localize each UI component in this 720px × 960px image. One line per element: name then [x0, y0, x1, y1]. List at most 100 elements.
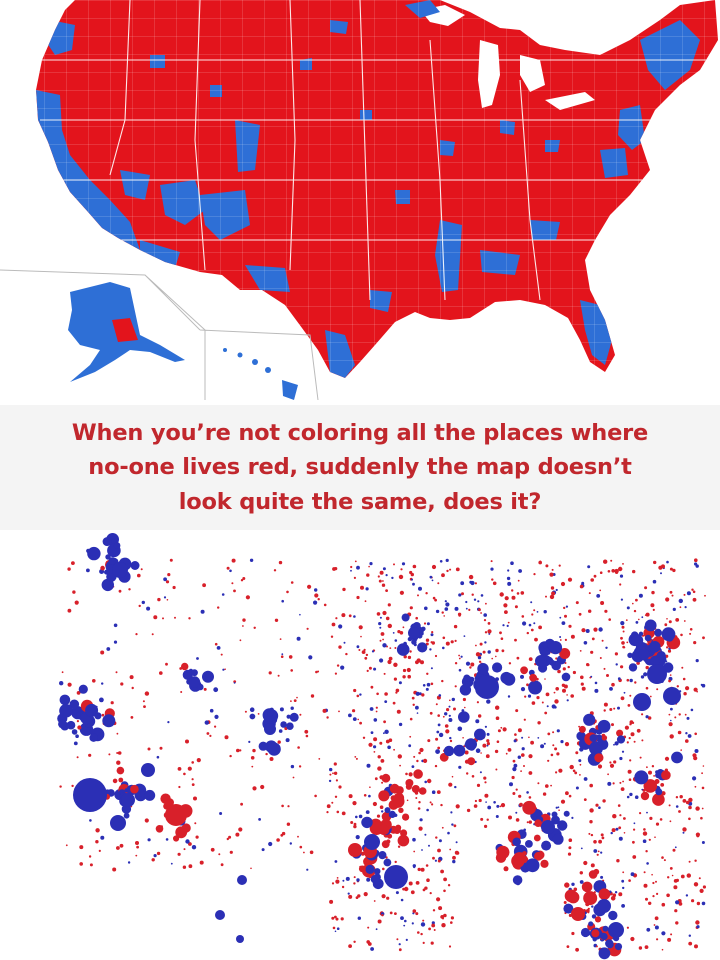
county-bubble [572, 769, 576, 773]
county-bubble [668, 722, 673, 727]
county-bubble [641, 739, 644, 742]
county-bubble [598, 806, 601, 809]
county-bubble [669, 567, 673, 571]
county-bubble [333, 771, 338, 775]
county-bubble [621, 625, 625, 629]
county-bubble [583, 798, 587, 801]
county-bubble [129, 675, 134, 680]
county-bubble [579, 763, 582, 766]
county-bubble [562, 688, 566, 693]
county-bubble [331, 882, 335, 885]
county-bubble [677, 730, 682, 735]
county-bubble [635, 598, 638, 602]
county-bubble [495, 655, 497, 658]
county-bubble [581, 628, 586, 633]
county-bubble [249, 713, 256, 720]
county-bubble [556, 729, 560, 733]
county-bubble [599, 589, 602, 592]
county-bubble [167, 721, 170, 724]
county-bubble [362, 736, 366, 739]
county-bubble [389, 647, 392, 649]
county-bubble [364, 600, 367, 603]
county-bubble [552, 731, 555, 734]
county-bubble [118, 589, 122, 593]
county-bubble [504, 610, 508, 614]
county-bubble [540, 859, 549, 868]
county-bubble [628, 879, 631, 882]
county-bubble [447, 884, 451, 887]
county-bubble [694, 785, 697, 788]
county-bubble [86, 568, 90, 573]
county-bubble [471, 593, 474, 596]
county-bubble [286, 822, 291, 826]
county-bubble [636, 728, 641, 733]
county-bubble [520, 687, 526, 692]
county-bubble [423, 622, 427, 625]
county-bubble [355, 835, 360, 840]
county-bubble [422, 684, 426, 687]
county-bubble [661, 791, 666, 796]
county-bubble [491, 578, 494, 581]
county-bubble [515, 818, 520, 822]
county-bubble [506, 576, 511, 581]
county-bubble [378, 851, 387, 860]
county-bubble [402, 668, 407, 673]
county-bubble [289, 842, 292, 845]
county-bubble [252, 748, 256, 753]
county-bubble [591, 914, 597, 919]
county-bubble [645, 850, 648, 853]
county-bubble [290, 706, 294, 710]
county-bubble [508, 662, 512, 665]
county-bubble [580, 682, 584, 686]
county-bubble [233, 589, 236, 593]
county-bubble [495, 648, 499, 653]
county-bubble [505, 752, 508, 755]
county-bubble [304, 729, 309, 734]
county-bubble [389, 911, 393, 915]
county-bubble [336, 664, 340, 667]
county-bubble [688, 805, 692, 810]
county-bubble [480, 752, 482, 754]
county-bubble [65, 844, 68, 847]
county-bubble [249, 707, 255, 712]
county-bubble [682, 799, 687, 803]
county-bubble [281, 653, 284, 656]
county-bubble [545, 692, 550, 697]
county-bubble [685, 732, 688, 735]
county-bubble [280, 655, 284, 658]
county-bubble [426, 622, 430, 626]
county-bubble [688, 797, 693, 803]
county-bubble [593, 627, 598, 632]
county-bubble [696, 901, 701, 906]
county-bubble [421, 849, 423, 851]
county-bubble [614, 891, 618, 894]
county-bubble [214, 642, 218, 646]
county-bubble [395, 688, 400, 693]
county-bubble [591, 929, 600, 938]
county-bubble [429, 892, 432, 895]
county-bubble [589, 676, 592, 679]
county-bubble [368, 742, 373, 747]
county-bubble [387, 659, 392, 665]
county-bubble [541, 701, 544, 704]
county-bubble [626, 795, 630, 799]
county-bubble [528, 657, 533, 661]
county-bubble [487, 650, 491, 654]
county-bubble [432, 909, 436, 912]
county-bubble [641, 788, 644, 791]
county-bubble [378, 881, 384, 887]
county-bubble [623, 646, 626, 649]
county-bubble [185, 839, 190, 844]
county-bubble [298, 765, 302, 768]
county-bubble [688, 860, 691, 863]
county-bubble [165, 662, 168, 666]
county-bubble [629, 723, 632, 726]
county-bubble [686, 716, 690, 720]
county-bubble [356, 694, 360, 698]
county-bubble [537, 782, 540, 785]
county-bubble [565, 791, 569, 796]
county-bubble [217, 606, 220, 609]
county-bubble [578, 725, 580, 728]
county-bubble [445, 729, 450, 734]
county-bubble [528, 796, 532, 799]
